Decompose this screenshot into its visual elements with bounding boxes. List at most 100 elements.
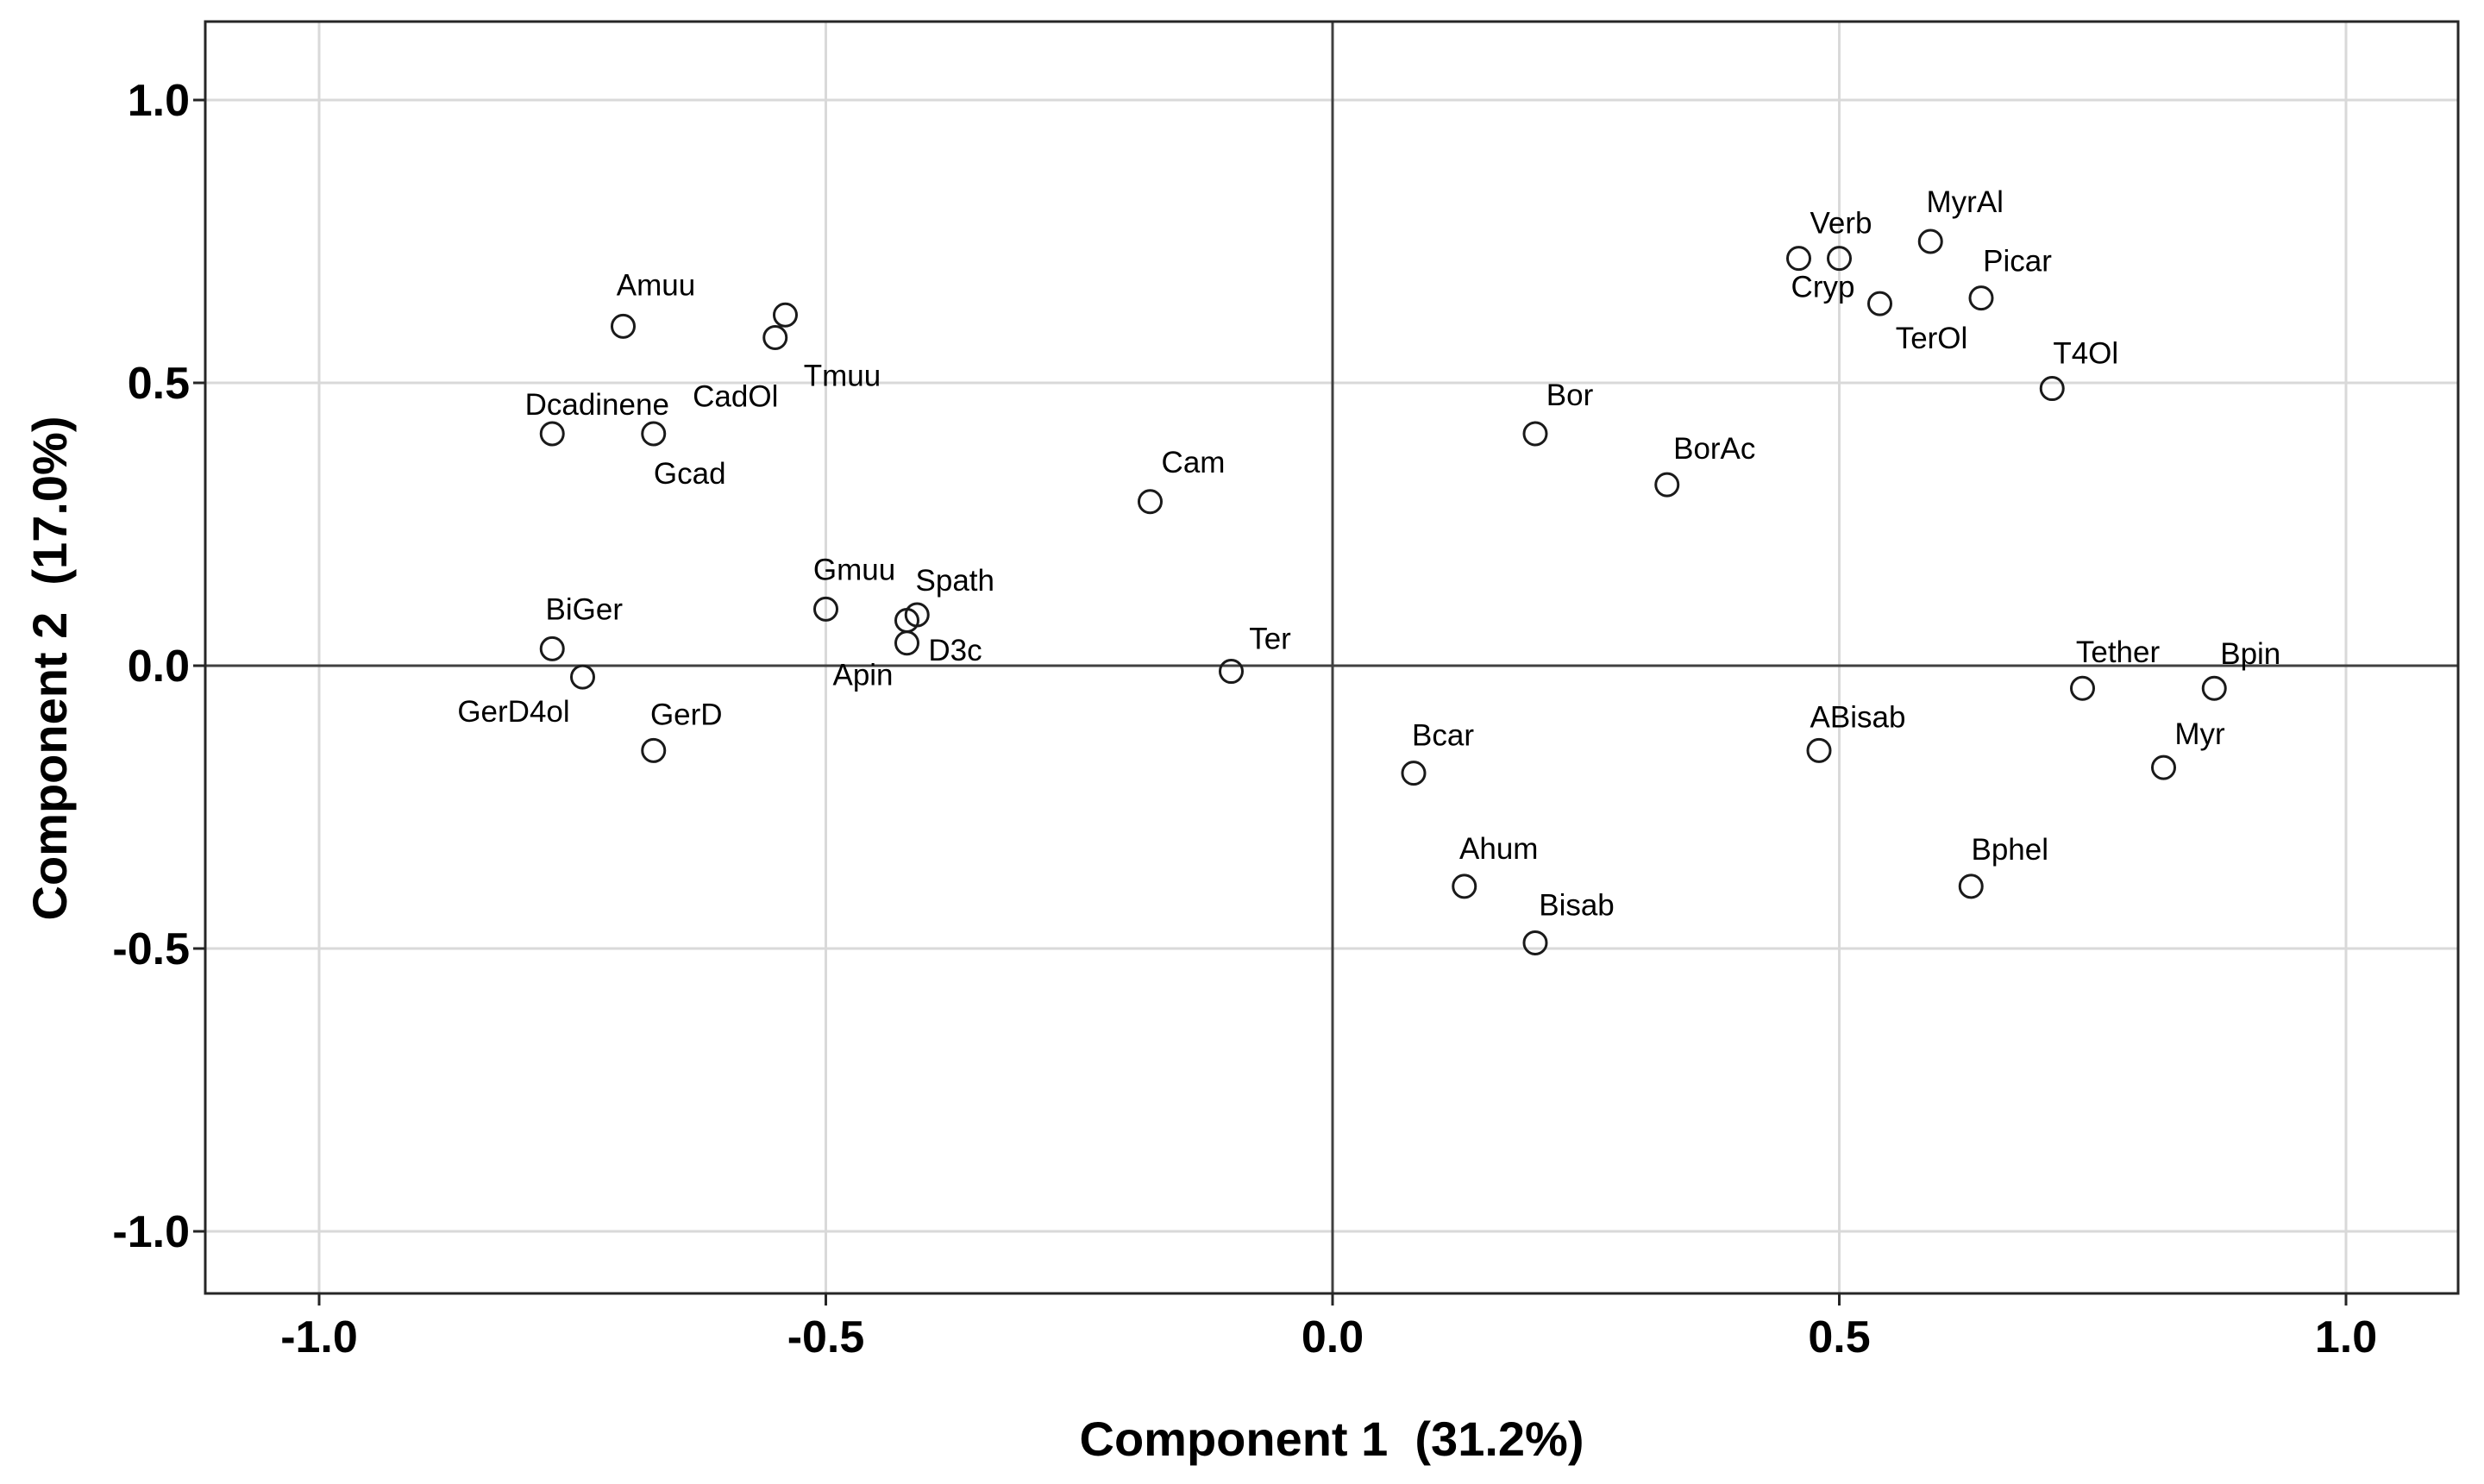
data-point-marker: [1522, 930, 1548, 955]
x-axis-tick-labels: -1.0 -0.5 0.0 0.5 1.0: [280, 1312, 2377, 1362]
data-point-marker: [1452, 873, 1477, 899]
data-point-label: ABisab: [1810, 700, 1906, 734]
data-point: Tmuu: [773, 302, 881, 392]
data-point-marker: [570, 664, 595, 690]
data-point: Dcadinene: [525, 388, 669, 447]
data-point: D3c: [894, 630, 982, 667]
data-point: Bcar: [1401, 719, 1474, 786]
data-point: Tether: [2070, 636, 2161, 701]
x-axis-ticks: [317, 1293, 2348, 1306]
y-axis-ticks: [193, 98, 205, 1233]
data-point: Apin: [832, 608, 919, 692]
data-point-label: Bor: [1546, 379, 1594, 412]
data-point: Bisab: [1522, 888, 1615, 955]
data-point-marker: [1917, 229, 1943, 254]
data-point-label: Bcar: [1412, 719, 1474, 753]
data-point-marker: [894, 630, 919, 656]
data-point-label: Tmuu: [804, 359, 881, 392]
data-point-label: Spath: [916, 564, 994, 598]
data-point-label: MyrAl: [1927, 185, 2004, 219]
data-point-label: Gmuu: [813, 553, 895, 586]
data-point-label: CadOl: [693, 380, 778, 414]
data-point: Bor: [1522, 379, 1594, 447]
data-point: Verb: [1810, 207, 1872, 272]
data-point-marker: [611, 313, 636, 339]
data-point-label: Cryp: [1791, 271, 1855, 304]
data-point-label: Ter: [1249, 623, 1291, 656]
data-point: Amuu: [611, 268, 695, 339]
x-axis-tick-label: 0.5: [1808, 1312, 1870, 1362]
data-point-label: Tether: [2076, 636, 2161, 669]
data-point-label: BiGer: [546, 592, 624, 626]
data-point-label: Myr: [2174, 717, 2225, 751]
data-point-marker: [762, 325, 788, 351]
data-point-label: GerD: [650, 698, 723, 731]
data-point-marker: [1219, 659, 1244, 685]
data-point: CadOl: [693, 325, 788, 414]
y-axis-tick-labels: -1.0 -0.5 0.0 0.5 1.0: [112, 76, 190, 1257]
data-point: T4Ol: [2039, 337, 2118, 402]
data-point: Cryp: [1786, 246, 1855, 304]
data-point-label: Cam: [1162, 446, 1226, 479]
data-point-label: D3c: [928, 634, 982, 667]
data-point-label: Dcadinene: [525, 388, 669, 422]
data-point-marker: [1968, 285, 1994, 311]
data-point-marker: [2201, 675, 2227, 701]
data-point: Cam: [1138, 446, 1226, 515]
data-point-label: Gcad: [654, 457, 726, 491]
data-point-label: Verb: [1810, 207, 1872, 241]
data-point-marker: [2151, 755, 2176, 780]
data-point: Bphel: [1958, 833, 2048, 899]
data-point-marker: [1654, 472, 1680, 498]
data-point: GerD4ol: [457, 664, 595, 729]
y-axis-tick-label: 1.0: [128, 76, 190, 126]
x-axis-tick-label: 0.0: [1302, 1312, 1364, 1362]
data-point-marker: [1827, 246, 1852, 272]
data-point: Picar: [1968, 245, 2052, 311]
y-axis-tick-label: -1.0: [112, 1207, 190, 1257]
data-point: Gmuu: [813, 553, 895, 622]
data-point-marker: [1867, 291, 1892, 316]
data-point: Myr: [2151, 717, 2225, 780]
data-point-marker: [539, 636, 565, 661]
x-axis-title: Component 1 (31.2%): [1080, 1412, 1584, 1466]
data-point: Ahum: [1452, 832, 1538, 899]
data-point: Spath: [904, 564, 994, 628]
data-point: MyrAl: [1917, 185, 2004, 254]
data-point: Gcad: [641, 421, 726, 491]
data-point-label: T4Ol: [2053, 337, 2118, 371]
data-point-label: Ahum: [1459, 832, 1538, 866]
data-point-marker: [773, 302, 798, 328]
data-point: Ter: [1219, 623, 1291, 685]
data-point-label: Apin: [832, 659, 893, 692]
data-point-label: Bphel: [1971, 833, 2048, 867]
data-point: BorAc: [1654, 432, 1755, 498]
data-point: TerOl: [1867, 291, 1968, 355]
data-point: BiGer: [539, 592, 624, 661]
y-axis-title: Component 2 (17.0%): [22, 416, 77, 921]
data-point: ABisab: [1806, 700, 1906, 763]
data-point-marker: [2070, 675, 2095, 701]
x-axis-tick-label: 1.0: [2315, 1312, 2377, 1362]
data-point-marker: [1806, 737, 1832, 763]
data-point-label: BorAc: [1673, 432, 1755, 466]
data-point-marker: [1401, 761, 1427, 786]
x-axis-tick-label: -0.5: [787, 1312, 865, 1362]
data-points: Amuu Tmuu CadOl Dcadinene Gcad Cam Gmuu Spath Ap…: [457, 185, 2280, 955]
y-axis-tick-label: 0.0: [128, 642, 190, 692]
data-point: Bpin: [2201, 637, 2280, 701]
data-point: GerD: [641, 698, 723, 763]
data-point-marker: [2039, 376, 2065, 402]
data-point-marker: [813, 596, 838, 622]
data-point-marker: [641, 421, 667, 447]
data-point-label: Picar: [1983, 245, 2052, 279]
data-point-label: Bisab: [1539, 888, 1615, 922]
y-axis-tick-label: 0.5: [128, 359, 190, 409]
x-axis-tick-label: -1.0: [280, 1312, 358, 1362]
data-point-marker: [1958, 873, 1984, 899]
data-point-marker: [539, 421, 565, 447]
data-point-label: Amuu: [617, 268, 695, 302]
data-point-label: TerOl: [1896, 322, 1968, 355]
